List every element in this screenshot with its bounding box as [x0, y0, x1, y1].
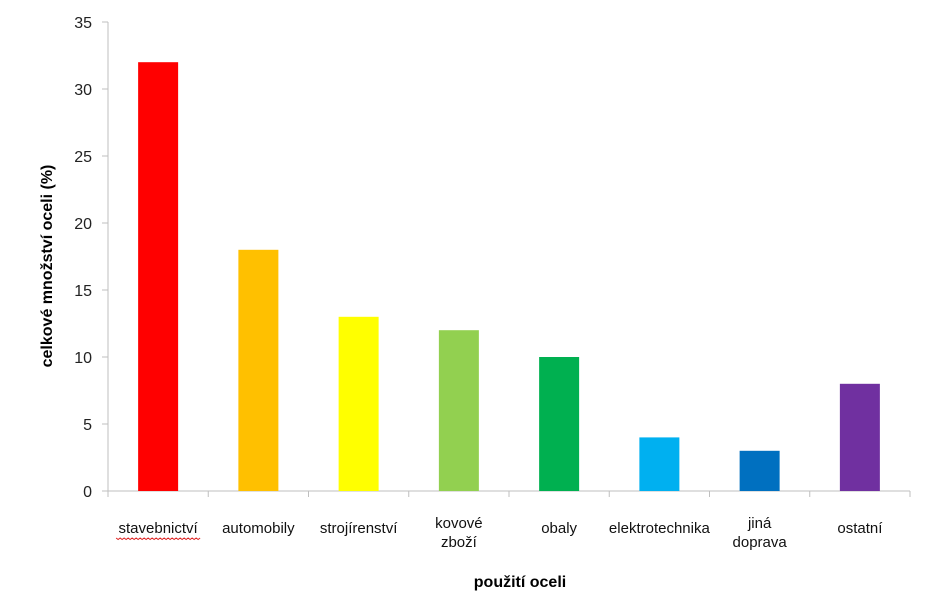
y-axis-title: celkové množství oceli (%)	[39, 165, 56, 368]
spellcheck-underline	[115, 537, 201, 541]
y-tick-label: 20	[74, 216, 92, 233]
x-tick-label: stavebnictví	[119, 520, 199, 537]
y-axis: 0 5 10 15 20 25 30 35	[74, 15, 109, 501]
y-tick-label: 25	[74, 149, 92, 166]
bar	[338, 316, 379, 491]
y-tick-label: 0	[83, 484, 92, 501]
bar	[739, 450, 780, 491]
bars	[138, 62, 880, 491]
y-tick-label: 5	[83, 417, 92, 434]
y-tick-label: 15	[74, 283, 92, 300]
x-tick-label: elektrotechnika	[609, 520, 711, 537]
x-tick-label: strojírenství	[320, 520, 398, 537]
bar	[539, 357, 580, 491]
x-tick-label: obaly	[541, 520, 577, 537]
y-tick-label: 35	[74, 15, 92, 32]
x-tick-label: ostatní	[837, 520, 883, 537]
x-tick-label: jiná doprava	[733, 515, 788, 551]
category-labels: stavebnictví automobily strojírenství kovov…	[115, 515, 883, 551]
bar	[138, 62, 179, 491]
bar	[438, 330, 479, 491]
x-tick-label: kovové zboží	[435, 515, 483, 551]
x-axis	[107, 490, 911, 497]
bar	[238, 249, 279, 491]
x-axis-title: použití oceli	[474, 574, 566, 591]
y-tick-label: 10	[74, 350, 92, 367]
bar	[639, 437, 680, 491]
bar	[839, 383, 880, 491]
y-tick-label: 30	[74, 82, 92, 99]
x-tick-label: automobily	[222, 520, 295, 537]
